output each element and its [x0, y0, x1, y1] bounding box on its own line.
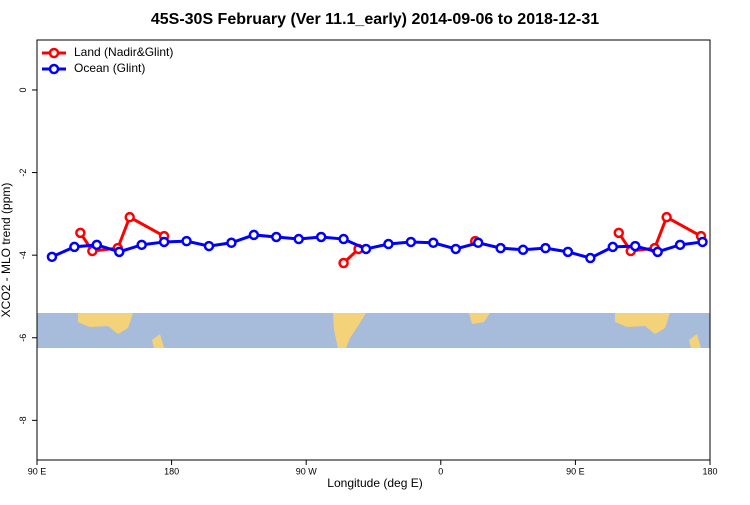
point: [450, 243, 462, 255]
point: [181, 235, 192, 247]
point: [114, 246, 125, 258]
y-tick-label: -8: [18, 416, 28, 424]
x-tick-label: 90 W: [296, 466, 318, 476]
point: [46, 251, 58, 263]
legend-label: Land (Nadir&Glint): [74, 45, 173, 59]
point: [315, 231, 327, 243]
y-tick-label: -6: [18, 334, 28, 342]
point: [607, 241, 619, 253]
point: [517, 244, 529, 256]
y-tick-label: 0: [18, 87, 28, 92]
y-tick-label: -2: [18, 169, 28, 177]
point: [652, 246, 663, 258]
y-axis-label: XCO2 - MLO trend (ppm): [0, 183, 13, 318]
x-tick-label: 0: [438, 466, 443, 476]
point: [629, 240, 641, 252]
point: [158, 236, 170, 248]
point: [69, 241, 80, 253]
x-tick-label: 180: [164, 466, 179, 476]
point: [495, 242, 506, 254]
x-tick-label: 90 E: [28, 466, 47, 476]
legend-label: Ocean (Glint): [74, 61, 145, 75]
point: [405, 236, 417, 248]
point: [271, 231, 282, 243]
legend-marker: [48, 47, 60, 59]
x-tick-label: 180: [702, 466, 717, 476]
point: [540, 242, 551, 254]
point: [91, 239, 103, 251]
point: [293, 233, 304, 245]
point: [697, 236, 708, 248]
chart-title: 45S-30S February (Ver 11.1_early) 2014-0…: [151, 11, 599, 28]
point: [248, 229, 260, 241]
x-tick-label: 90 E: [566, 466, 585, 476]
land-shape: [689, 334, 701, 348]
point: [360, 243, 372, 255]
point: [562, 246, 574, 258]
point: [674, 239, 686, 251]
land-shape: [469, 313, 490, 324]
y-tick-label: -4: [18, 251, 28, 259]
point: [585, 252, 596, 264]
land-shape: [78, 313, 133, 334]
land-shape: [615, 313, 670, 334]
point: [226, 237, 237, 249]
point: [75, 227, 86, 239]
point: [661, 211, 672, 223]
point: [613, 227, 625, 239]
point: [383, 238, 394, 250]
land-shape: [152, 334, 164, 348]
point: [472, 237, 484, 249]
x-axis-label: Longitude (deg E): [327, 476, 422, 490]
point: [124, 211, 135, 223]
point: [428, 237, 439, 249]
point: [136, 239, 147, 251]
point: [338, 257, 349, 269]
point: [203, 240, 215, 252]
point: [338, 233, 349, 245]
ocean-band: [37, 313, 710, 348]
plot-frame: [36, 39, 711, 461]
land-shape: [333, 313, 366, 348]
legend-marker: [48, 63, 60, 75]
map-strip: [37, 313, 710, 348]
